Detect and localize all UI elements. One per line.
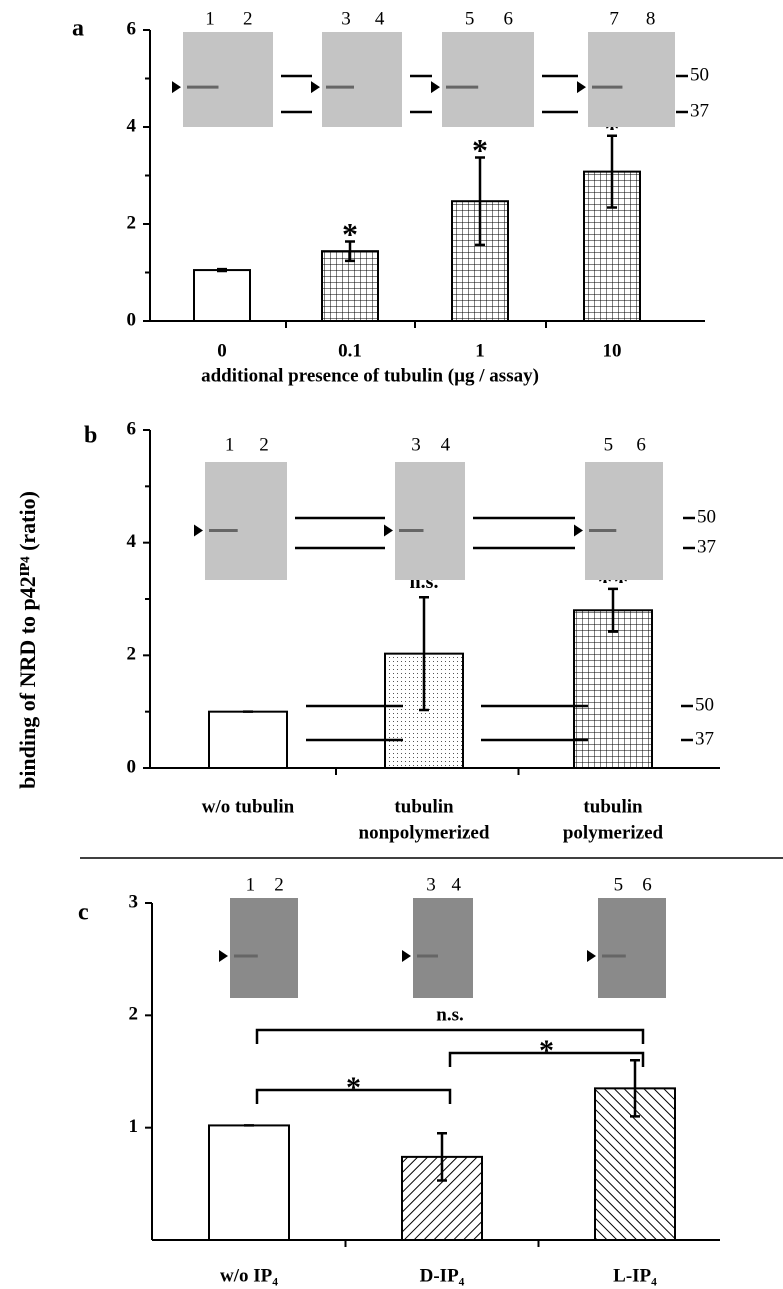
marker-dash: [295, 518, 385, 548]
blot-image: [395, 462, 465, 580]
band-arrow: [577, 81, 586, 93]
bar: [209, 712, 287, 768]
x-tick-label: 10: [603, 340, 622, 361]
figure: a02460*0.1*1*10additional presence of tu…: [0, 0, 783, 1289]
lane-number: 1: [225, 434, 235, 455]
lane-number: 4: [441, 434, 451, 455]
band-arrow: [402, 950, 411, 962]
bracket: [257, 1030, 643, 1044]
blot-image: [588, 32, 675, 127]
lane-number: 5: [604, 434, 614, 455]
lane-number: 6: [503, 8, 513, 29]
error-bar: [217, 269, 227, 271]
lane-number: 2: [259, 434, 269, 455]
y-tick-label: 6: [127, 18, 137, 39]
annotation: *: [472, 132, 488, 168]
x-axis-title: additional presence of tubulin (µg / ass…: [201, 365, 539, 386]
lane-number: 7: [609, 8, 619, 29]
panel-label: c: [78, 900, 89, 926]
x-tick-label: w/o tubulin: [202, 796, 295, 817]
bracket-label: *: [346, 1071, 361, 1104]
blot-image: [598, 898, 666, 998]
x-tick-label: nonpolymerized: [359, 822, 490, 843]
lane-number: 6: [642, 874, 652, 895]
lane-number: 3: [426, 874, 436, 895]
band-arrow: [431, 81, 440, 93]
marker-label: 37: [695, 728, 714, 749]
x-tick-label: tubulin: [394, 796, 454, 817]
x-tick-label: polymerized: [563, 822, 664, 843]
blot-image: [322, 32, 402, 127]
bracket-label: *: [539, 1034, 554, 1067]
marker-label: 50: [695, 694, 714, 715]
band-arrow: [587, 950, 596, 962]
marker-dash: [481, 706, 588, 740]
y-tick-label: 4: [127, 531, 137, 552]
x-tick-label: L-IP₄: [613, 1265, 657, 1286]
bar: [574, 610, 652, 768]
x-tick-label: tubulin: [583, 796, 643, 817]
band-arrow: [311, 81, 320, 93]
blot-image: [413, 898, 473, 998]
lane-number: 3: [341, 8, 351, 29]
marker-dash: [281, 76, 312, 112]
marker-dash: [542, 76, 578, 112]
lane-number: 5: [614, 874, 624, 895]
y-tick-label: 4: [127, 115, 137, 136]
y-tick-label: 3: [129, 891, 139, 912]
marker-dash: [410, 76, 432, 112]
annotation: *: [342, 216, 358, 252]
band-arrow: [574, 524, 583, 536]
lane-number: 3: [411, 434, 421, 455]
x-tick-label: 0: [217, 340, 227, 361]
lane-number: 4: [375, 8, 385, 29]
x-tick-label: D-IP₄: [420, 1265, 465, 1286]
blot-image: [442, 32, 534, 127]
y-tick-label: 0: [127, 756, 137, 777]
blot-image: [183, 32, 273, 127]
marker-label: 50: [690, 64, 709, 85]
lane-number: 6: [636, 434, 646, 455]
band-arrow: [194, 524, 203, 536]
marker-label: 37: [697, 536, 716, 557]
blot-image: [205, 462, 287, 580]
bar: [209, 1125, 289, 1240]
x-tick-label: w/o IP₄: [220, 1265, 278, 1286]
y-tick-label: 2: [127, 212, 137, 233]
panel-label: a: [72, 16, 84, 42]
lane-number: 4: [451, 874, 461, 895]
lane-number: 1: [246, 874, 256, 895]
lane-number: 1: [205, 8, 215, 29]
bar: [194, 270, 250, 321]
x-tick-label: 1: [475, 340, 485, 361]
y-tick-label: 2: [129, 1004, 139, 1025]
y-axis-title: binding of NRD to p42ᴵᴾ⁴ (ratio): [15, 491, 40, 789]
y-tick-label: 0: [127, 309, 137, 330]
marker-dash: [473, 518, 575, 548]
y-tick-label: 1: [129, 1116, 139, 1137]
blot-image: [585, 462, 663, 580]
blot-image: [230, 898, 298, 998]
band-arrow: [384, 524, 393, 536]
panel-label: b: [84, 423, 97, 449]
band-arrow: [172, 81, 181, 93]
marker-label: 50: [697, 506, 716, 527]
lane-number: 5: [465, 8, 475, 29]
marker-label: 37: [690, 100, 709, 121]
y-tick-label: 6: [127, 418, 137, 439]
lane-number: 2: [274, 874, 284, 895]
y-tick-label: 2: [127, 644, 137, 665]
x-tick-label: 0.1: [338, 340, 362, 361]
band-arrow: [219, 950, 228, 962]
lane-number: 8: [646, 8, 656, 29]
lane-number: 2: [243, 8, 253, 29]
bracket-label: n.s.: [436, 1004, 463, 1025]
